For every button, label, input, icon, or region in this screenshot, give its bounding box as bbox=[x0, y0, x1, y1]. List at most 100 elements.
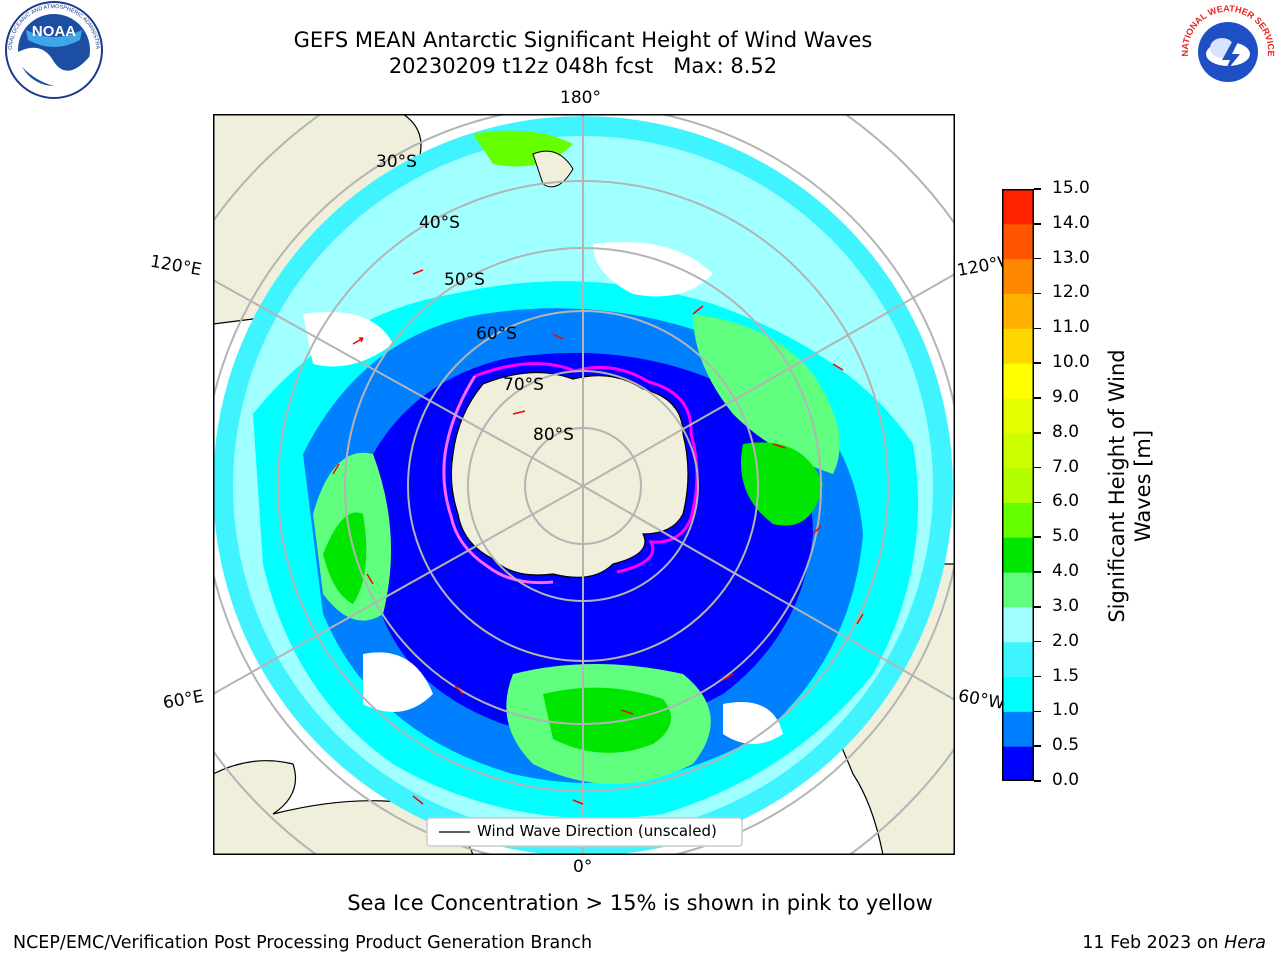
colorbar-segment bbox=[1002, 641, 1034, 678]
colorbar-tick-mark bbox=[1034, 223, 1041, 225]
sea-ice-edge-west bbox=[442, 375, 554, 585]
colorbar-tick-label: 2.0 bbox=[1052, 630, 1080, 651]
wind-arrow bbox=[454, 685, 464, 695]
white-calm-1 bbox=[593, 242, 713, 297]
colorbar-segment bbox=[1002, 606, 1034, 643]
colorbar-tick-label: 1.5 bbox=[1052, 665, 1080, 686]
wind-arrow bbox=[772, 443, 786, 449]
colorbar-segment bbox=[1002, 223, 1034, 260]
lon-label-60e: 60°E bbox=[161, 686, 206, 714]
colorbar-tick-label: 0.5 bbox=[1052, 735, 1080, 756]
colorbar-tick-mark bbox=[1034, 257, 1041, 260]
wind-arrow bbox=[352, 337, 364, 345]
wind-arrow bbox=[366, 573, 374, 585]
white-calm-2 bbox=[303, 312, 393, 367]
noaa-logo: NOAA NATIONAL OCEANIC AND ATMOSPHERIC AD… bbox=[2, 0, 103, 99]
colorbar bbox=[1002, 189, 1034, 781]
wind-arrow bbox=[812, 525, 822, 535]
colorbar-tick-label: 8.0 bbox=[1052, 421, 1080, 442]
colorbar-segment bbox=[1002, 432, 1034, 469]
issue-date: 11 Feb 2023 on Hera bbox=[1082, 933, 1266, 953]
green-pacific-east bbox=[741, 442, 823, 526]
colorbar-tick-label: 11.0 bbox=[1052, 317, 1090, 338]
colorbar-segment bbox=[1002, 746, 1034, 781]
colorbar-tick-mark bbox=[1034, 292, 1041, 295]
colorbar-tick-label: 0.0 bbox=[1052, 770, 1080, 790]
wind-arrow bbox=[572, 799, 584, 805]
colorbar-tick-mark bbox=[1034, 710, 1041, 713]
colorbar-tick-label: 10.0 bbox=[1052, 352, 1090, 373]
title-line-2: 20230209 t12z 048h fcst Max: 8.52 bbox=[388, 54, 778, 78]
colorbar-segment bbox=[1002, 189, 1034, 225]
svg-text:NOAA: NOAA bbox=[32, 23, 76, 40]
lon-label-60w: 60°W bbox=[956, 686, 1007, 714]
lon-label-0: 0° bbox=[573, 857, 593, 877]
colorbar-tick-label: 13.0 bbox=[1052, 247, 1090, 268]
lat-label-80s: 80°S bbox=[533, 425, 574, 445]
colorbar-tick-label: 6.0 bbox=[1052, 491, 1080, 512]
colorbar-tick-mark bbox=[1034, 501, 1041, 504]
wind-arrow bbox=[856, 613, 864, 625]
colorbar-tick-mark bbox=[1034, 432, 1041, 434]
colorbar-segment bbox=[1002, 537, 1034, 573]
colorbar-segment bbox=[1002, 328, 1034, 364]
lon-label-120e: 120°E bbox=[148, 251, 204, 281]
sea-ice-note: Sea Ice Concentration > 15% is shown in … bbox=[347, 891, 933, 915]
colorbar-segment bbox=[1002, 502, 1034, 538]
colorbar-tick-mark bbox=[1034, 466, 1041, 469]
wind-arrow bbox=[412, 269, 424, 275]
colorbar-segment bbox=[1002, 572, 1034, 608]
colorbar-tick-label: 5.0 bbox=[1052, 526, 1080, 547]
colorbar-tick-mark bbox=[1034, 745, 1041, 747]
colorbar-segment bbox=[1002, 397, 1034, 434]
polar-map bbox=[213, 114, 955, 855]
wind-arrow bbox=[512, 410, 526, 415]
wind-arrows bbox=[332, 269, 864, 805]
colorbar-tick-mark bbox=[1034, 397, 1041, 399]
lat-label-30s: 30°S bbox=[376, 152, 417, 172]
title-line-1: GEFS MEAN Antarctic Significant Height o… bbox=[293, 28, 873, 52]
colorbar-title: Significant Height of Wind Waves [m] bbox=[1105, 349, 1155, 623]
colorbar-tick-mark bbox=[1034, 536, 1041, 538]
colorbar-tick-mark bbox=[1034, 362, 1041, 364]
colorbar-segment bbox=[1002, 711, 1034, 747]
colorbar-tick-mark bbox=[1034, 640, 1041, 643]
colorbar-tick-mark bbox=[1034, 675, 1041, 678]
new-zealand-land bbox=[532, 150, 574, 188]
colorbar-tick-mark bbox=[1034, 188, 1041, 190]
colorbar-tick-label: 4.0 bbox=[1052, 561, 1080, 582]
wind-arrow bbox=[620, 709, 634, 715]
colorbar-tick-mark bbox=[1034, 606, 1041, 608]
colorbar-segment bbox=[1002, 467, 1034, 503]
wind-arrow bbox=[412, 795, 424, 805]
colorbar-tick-label: 14.0 bbox=[1052, 212, 1090, 233]
chart-title: GEFS MEAN Antarctic Significant Height o… bbox=[0, 27, 1166, 79]
legend-box bbox=[426, 817, 743, 847]
colorbar-tick-label: 3.0 bbox=[1052, 595, 1080, 616]
colorbar-segment bbox=[1002, 363, 1034, 399]
system-name: Hera bbox=[1224, 933, 1266, 953]
lat-label-70s: 70°S bbox=[503, 375, 544, 395]
green-indian-core bbox=[323, 512, 367, 604]
colorbar-tick-label: 7.0 bbox=[1052, 456, 1080, 477]
green-core-south-atlantic bbox=[543, 687, 671, 753]
wind-arrow bbox=[332, 463, 340, 475]
colorbar-tick-mark bbox=[1034, 780, 1041, 782]
wind-arrow bbox=[832, 363, 844, 371]
colorbar-segment bbox=[1002, 676, 1034, 712]
wind-arrow bbox=[692, 305, 704, 315]
lat-label-50s: 50°S bbox=[444, 270, 485, 290]
white-calm-3 bbox=[363, 652, 433, 712]
sea-ice-edge bbox=[474, 362, 699, 574]
lat-label-40s: 40°S bbox=[419, 213, 460, 233]
colorbar-tick-mark bbox=[1034, 571, 1041, 573]
colorbar-tick-label: 12.0 bbox=[1052, 282, 1090, 303]
colorbar-tick-label: 9.0 bbox=[1052, 386, 1080, 407]
wind-arrow bbox=[552, 333, 564, 340]
colorbar-segment bbox=[1002, 258, 1034, 294]
wind-arrow bbox=[722, 673, 734, 681]
nws-logo: NATIONAL WEATHER SERVICE bbox=[1180, 3, 1276, 98]
colorbar-tick-mark bbox=[1034, 327, 1041, 330]
colorbar-tick-label: 1.0 bbox=[1052, 700, 1080, 721]
colorbar-segment bbox=[1002, 293, 1034, 329]
